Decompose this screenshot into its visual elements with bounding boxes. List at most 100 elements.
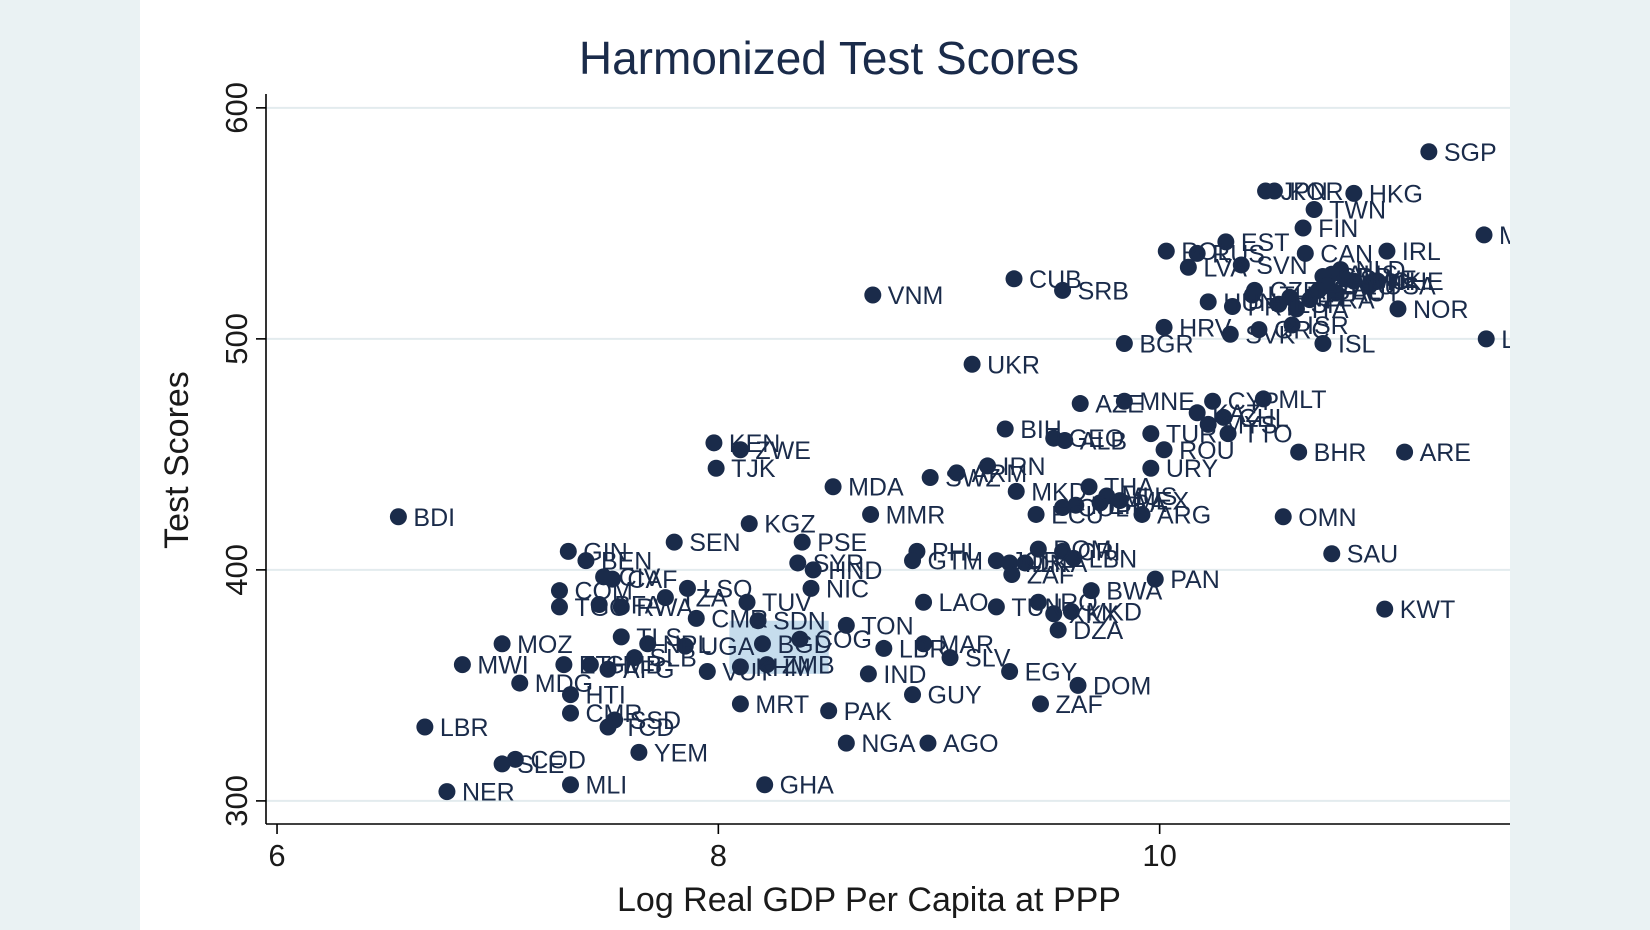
data-point bbox=[1215, 408, 1233, 426]
data-point bbox=[506, 750, 524, 768]
point-label: CRI bbox=[1078, 538, 1121, 566]
point-label: URY bbox=[1166, 455, 1219, 483]
point-label: BDI bbox=[413, 504, 455, 532]
point-label: TZA bbox=[680, 585, 728, 613]
point-label: SVK bbox=[1245, 321, 1295, 349]
point-label: LUX bbox=[1501, 326, 1510, 354]
data-point bbox=[1155, 318, 1173, 336]
point-label: CHL bbox=[1239, 404, 1289, 432]
point-label: EGY bbox=[1025, 659, 1078, 687]
data-point bbox=[656, 589, 674, 607]
data-point bbox=[915, 593, 933, 611]
point-label: CMR bbox=[711, 605, 768, 633]
data-point bbox=[875, 639, 893, 657]
data-point bbox=[1032, 695, 1050, 713]
point-label: MKD bbox=[1086, 598, 1142, 626]
y-axis-title: Test Scores bbox=[158, 371, 196, 549]
data-point bbox=[731, 695, 749, 713]
data-point bbox=[453, 656, 471, 674]
data-point bbox=[1254, 390, 1272, 408]
data-point bbox=[562, 686, 580, 704]
data-point bbox=[562, 704, 580, 722]
point-label: AZE bbox=[1095, 391, 1144, 419]
data-point bbox=[1243, 286, 1261, 304]
point-label: KOR bbox=[1289, 178, 1343, 206]
data-point bbox=[804, 561, 822, 579]
point-label: SDN bbox=[773, 608, 826, 636]
point-label: EST bbox=[1241, 229, 1290, 257]
point-label: SGP bbox=[1444, 139, 1497, 167]
point-label: ISR bbox=[1307, 312, 1349, 340]
point-label: ESP bbox=[1294, 291, 1344, 319]
point-label: HTI bbox=[586, 682, 626, 710]
point-label: BIH bbox=[1020, 416, 1062, 444]
data-point bbox=[1133, 505, 1151, 523]
point-label: SLB bbox=[649, 645, 696, 673]
point-label: CHE bbox=[1391, 268, 1444, 296]
point-label: COG bbox=[815, 626, 872, 654]
data-point bbox=[1082, 582, 1100, 600]
y-tick-label: 600 bbox=[219, 82, 254, 134]
point-label: DOM bbox=[1053, 536, 1111, 564]
point-label: NLD bbox=[1356, 257, 1406, 285]
data-point bbox=[389, 508, 407, 526]
y-tick-label: 500 bbox=[219, 313, 254, 365]
y-tick-label: 300 bbox=[219, 775, 254, 827]
data-point bbox=[756, 776, 774, 794]
point-label: KEN bbox=[729, 430, 780, 458]
point-label: CAF bbox=[627, 566, 677, 594]
data-point bbox=[1204, 392, 1222, 410]
data-point bbox=[1005, 270, 1023, 288]
point-label: MAC bbox=[1499, 222, 1510, 250]
point-label: DEU bbox=[1342, 273, 1395, 301]
point-label: MKD bbox=[1031, 478, 1087, 506]
point-label: ARM bbox=[972, 460, 1028, 488]
data-point bbox=[1029, 540, 1047, 558]
point-label: CIV bbox=[619, 564, 661, 592]
point-label: PSE bbox=[817, 529, 867, 557]
point-label: HRV bbox=[1179, 314, 1232, 342]
point-label: KAZ bbox=[1212, 400, 1261, 428]
data-point bbox=[904, 552, 922, 570]
data-point bbox=[740, 515, 758, 533]
data-point bbox=[1221, 325, 1239, 343]
data-point bbox=[1029, 593, 1047, 611]
point-label: ETH bbox=[579, 652, 629, 680]
data-point bbox=[1219, 425, 1237, 443]
data-point bbox=[1111, 492, 1129, 510]
data-point bbox=[705, 434, 723, 452]
point-label: BGD bbox=[777, 631, 831, 659]
data-point bbox=[1054, 281, 1072, 299]
point-label: NIC bbox=[826, 575, 869, 603]
data-point bbox=[1301, 291, 1319, 309]
data-point bbox=[1188, 244, 1206, 262]
data-point bbox=[738, 593, 756, 611]
data-point bbox=[603, 570, 621, 588]
data-point bbox=[562, 776, 580, 794]
point-label: GIN bbox=[583, 538, 627, 566]
point-label: TUV bbox=[762, 589, 812, 617]
data-point bbox=[948, 464, 966, 482]
point-label: MUS bbox=[1122, 483, 1178, 511]
data-point bbox=[731, 441, 749, 459]
point-label: SLE bbox=[517, 751, 564, 779]
point-label: LBR bbox=[899, 635, 948, 663]
point-label: ITA bbox=[1311, 296, 1348, 324]
point-label: GRC bbox=[1274, 317, 1330, 345]
point-label: IND bbox=[883, 661, 926, 689]
data-point bbox=[915, 635, 933, 653]
data-point bbox=[630, 743, 648, 761]
point-label: MRT bbox=[755, 691, 809, 719]
point-label: CZE bbox=[1270, 277, 1320, 305]
data-point bbox=[791, 630, 809, 648]
data-point bbox=[438, 783, 456, 801]
point-label: ALB bbox=[1080, 428, 1127, 456]
point-label: RWA bbox=[636, 594, 693, 622]
data-point bbox=[1045, 605, 1063, 623]
point-label: TON bbox=[861, 612, 913, 640]
point-label: SLV bbox=[965, 645, 1011, 673]
point-label: LBR bbox=[440, 714, 489, 742]
point-label: FRA bbox=[1325, 287, 1375, 315]
point-label: IRN bbox=[1003, 453, 1046, 481]
data-point bbox=[1054, 499, 1072, 517]
